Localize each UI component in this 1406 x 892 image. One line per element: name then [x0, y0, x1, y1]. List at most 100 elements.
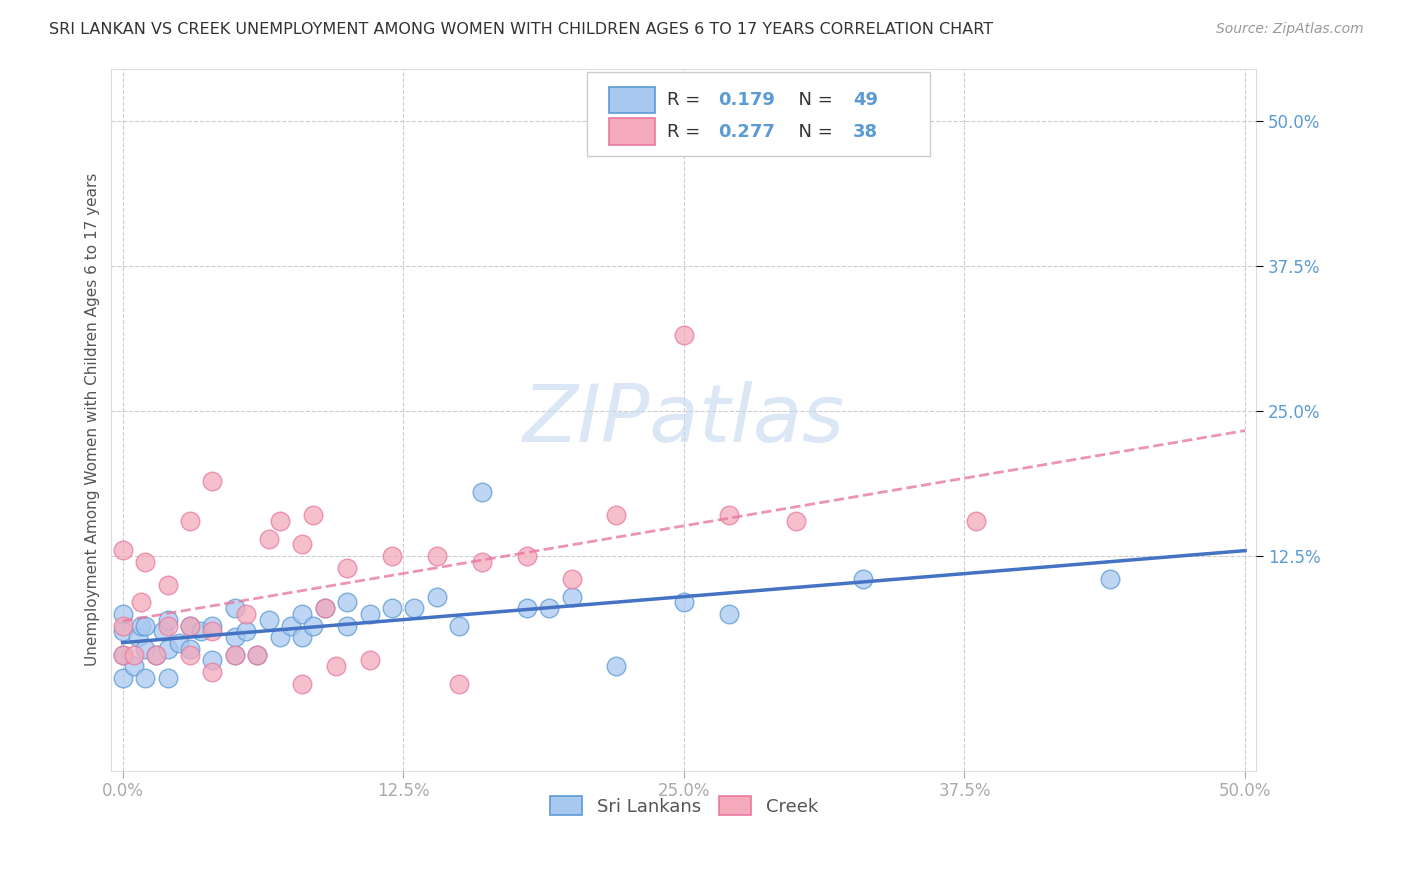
Point	[381, 549, 404, 563]
Point	[156, 671, 179, 685]
Point	[336, 560, 359, 574]
Point	[291, 537, 314, 551]
Point	[129, 618, 152, 632]
Text: N =: N =	[787, 91, 838, 109]
Point	[717, 607, 740, 621]
Text: R =: R =	[666, 91, 706, 109]
Point	[201, 618, 224, 632]
Point	[672, 328, 695, 343]
Point	[224, 648, 246, 662]
Point	[201, 653, 224, 667]
Point	[179, 641, 201, 656]
Point	[336, 595, 359, 609]
FancyBboxPatch shape	[609, 119, 655, 145]
Text: 49: 49	[853, 91, 879, 109]
Text: 0.179: 0.179	[718, 91, 775, 109]
Point	[122, 659, 145, 673]
Point	[516, 549, 538, 563]
Point	[561, 572, 583, 586]
Point	[257, 532, 280, 546]
Point	[471, 555, 494, 569]
Text: ZIPatlas: ZIPatlas	[523, 381, 845, 458]
Text: N =: N =	[787, 123, 838, 141]
Point	[152, 624, 174, 639]
Point	[291, 607, 314, 621]
Point	[201, 474, 224, 488]
Point	[235, 607, 257, 621]
Point	[269, 514, 291, 528]
Point	[145, 648, 167, 662]
Point	[449, 676, 471, 690]
Point	[852, 572, 875, 586]
Point	[156, 613, 179, 627]
Point	[179, 618, 201, 632]
Point	[179, 514, 201, 528]
Point	[134, 618, 156, 632]
Text: SRI LANKAN VS CREEK UNEMPLOYMENT AMONG WOMEN WITH CHILDREN AGES 6 TO 17 YEARS CO: SRI LANKAN VS CREEK UNEMPLOYMENT AMONG W…	[49, 22, 993, 37]
Point	[426, 590, 449, 604]
Point	[246, 648, 269, 662]
Point	[314, 601, 336, 615]
Point	[785, 514, 807, 528]
Point	[516, 601, 538, 615]
Point	[336, 618, 359, 632]
Point	[404, 601, 426, 615]
Point	[302, 508, 325, 523]
Point	[1099, 572, 1122, 586]
Point	[224, 648, 246, 662]
Point	[156, 618, 179, 632]
Text: Source: ZipAtlas.com: Source: ZipAtlas.com	[1216, 22, 1364, 37]
Text: 38: 38	[853, 123, 879, 141]
Text: R =: R =	[666, 123, 706, 141]
Point	[201, 624, 224, 639]
Point	[145, 648, 167, 662]
Point	[302, 618, 325, 632]
Point	[314, 601, 336, 615]
Point	[471, 485, 494, 500]
Text: 0.277: 0.277	[718, 123, 775, 141]
Point	[122, 648, 145, 662]
Point	[134, 555, 156, 569]
Point	[291, 676, 314, 690]
Point	[156, 578, 179, 592]
Point	[179, 618, 201, 632]
Point	[179, 648, 201, 662]
Point	[111, 648, 134, 662]
Point	[359, 607, 381, 621]
Point	[156, 641, 179, 656]
FancyBboxPatch shape	[609, 87, 655, 113]
Point	[127, 630, 149, 644]
Point	[605, 659, 627, 673]
Point	[561, 590, 583, 604]
Point	[190, 624, 212, 639]
Point	[134, 671, 156, 685]
Point	[201, 665, 224, 679]
Point	[269, 630, 291, 644]
Point	[426, 549, 449, 563]
Point	[111, 618, 134, 632]
Point	[134, 641, 156, 656]
Point	[111, 607, 134, 621]
Point	[538, 601, 561, 615]
FancyBboxPatch shape	[586, 72, 929, 156]
Point	[291, 630, 314, 644]
Point	[280, 618, 302, 632]
Point	[111, 624, 134, 639]
Point	[111, 543, 134, 558]
Y-axis label: Unemployment Among Women with Children Ages 6 to 17 years: Unemployment Among Women with Children A…	[86, 173, 100, 666]
Point	[246, 648, 269, 662]
Point	[235, 624, 257, 639]
Point	[449, 618, 471, 632]
Point	[359, 653, 381, 667]
Point	[325, 659, 347, 673]
Legend: Sri Lankans, Creek: Sri Lankans, Creek	[541, 788, 827, 825]
Point	[224, 630, 246, 644]
Point	[381, 601, 404, 615]
Point	[257, 613, 280, 627]
Point	[129, 595, 152, 609]
Point	[605, 508, 627, 523]
Point	[965, 514, 987, 528]
Point	[224, 601, 246, 615]
Point	[717, 508, 740, 523]
Point	[672, 595, 695, 609]
